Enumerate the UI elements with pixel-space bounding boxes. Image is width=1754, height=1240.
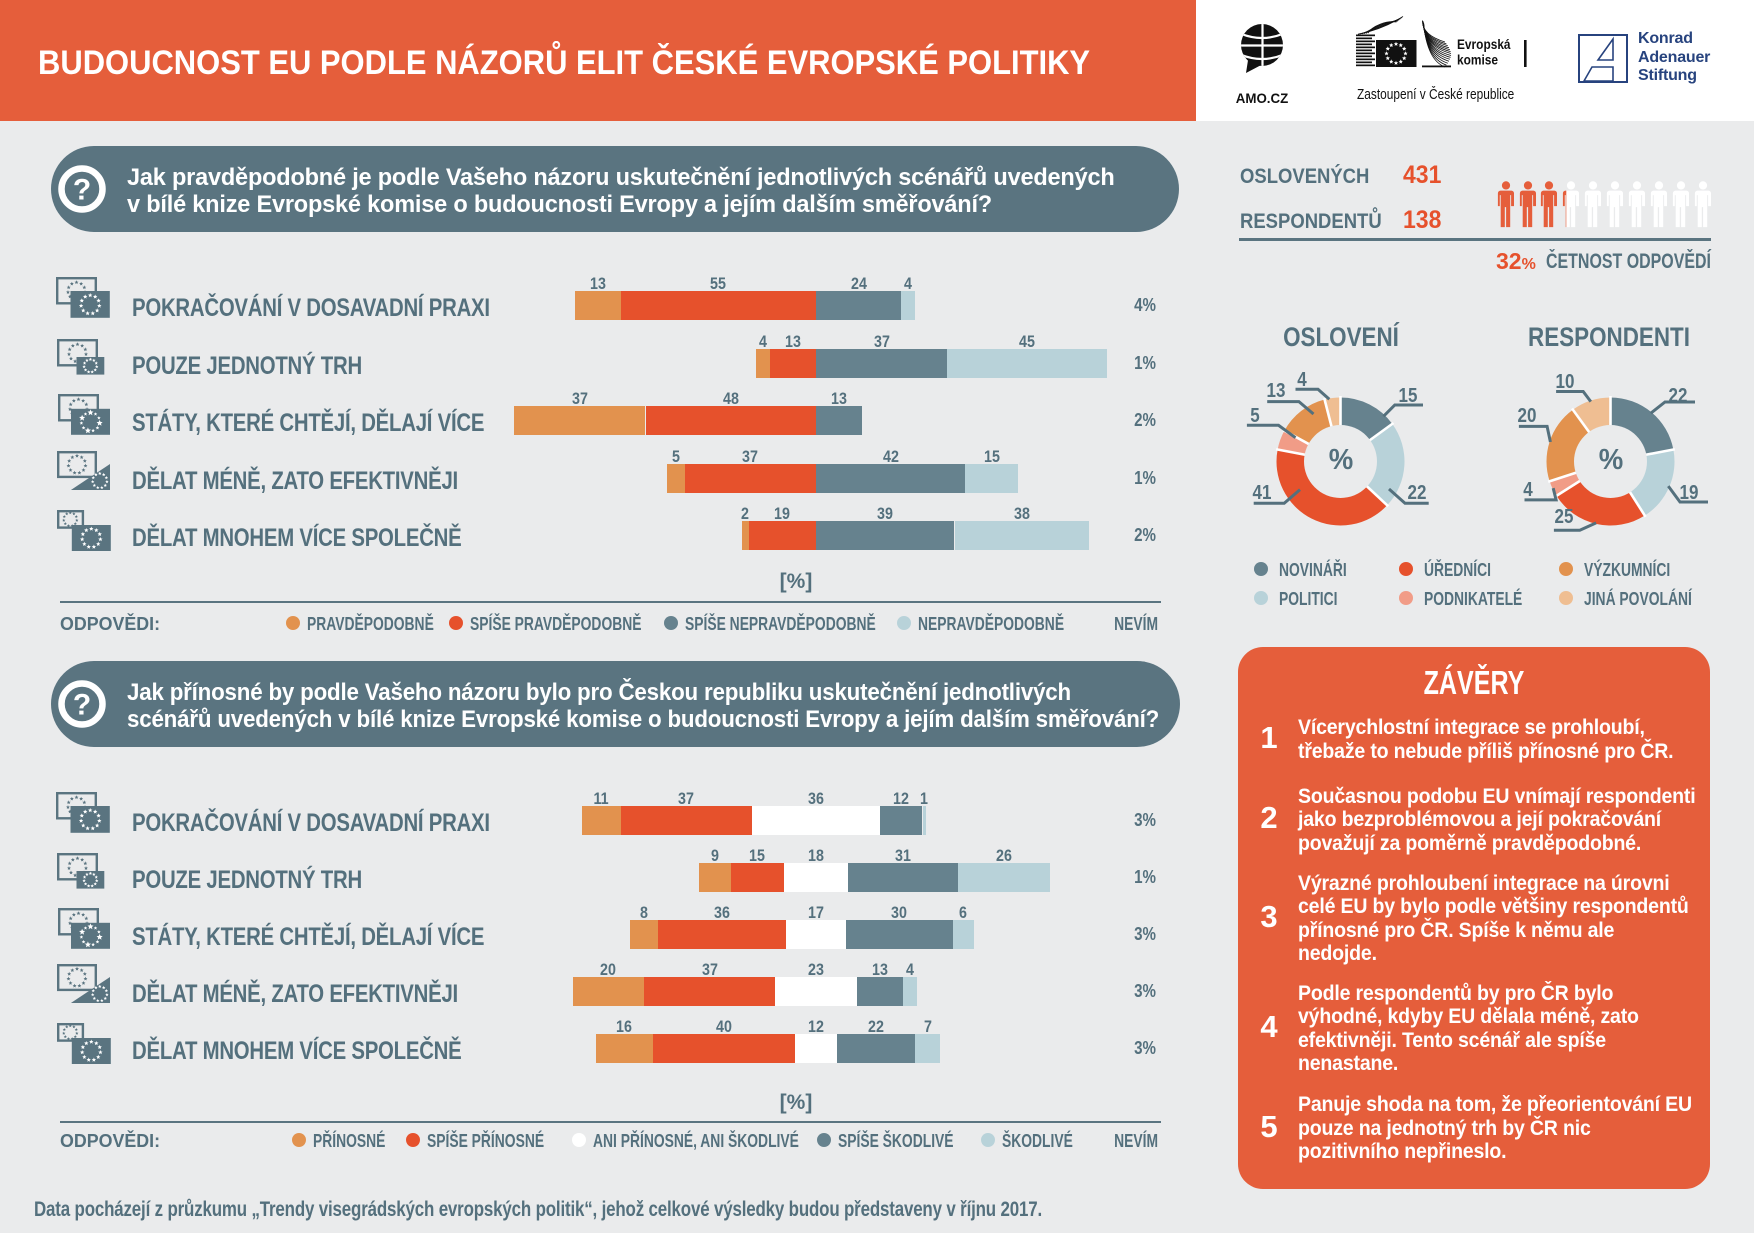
svg-text:?: ? xyxy=(73,689,91,722)
svg-text:komise: komise xyxy=(1457,52,1498,68)
svg-text:Evropská: Evropská xyxy=(1457,36,1511,52)
svg-text:?: ? xyxy=(73,174,91,207)
